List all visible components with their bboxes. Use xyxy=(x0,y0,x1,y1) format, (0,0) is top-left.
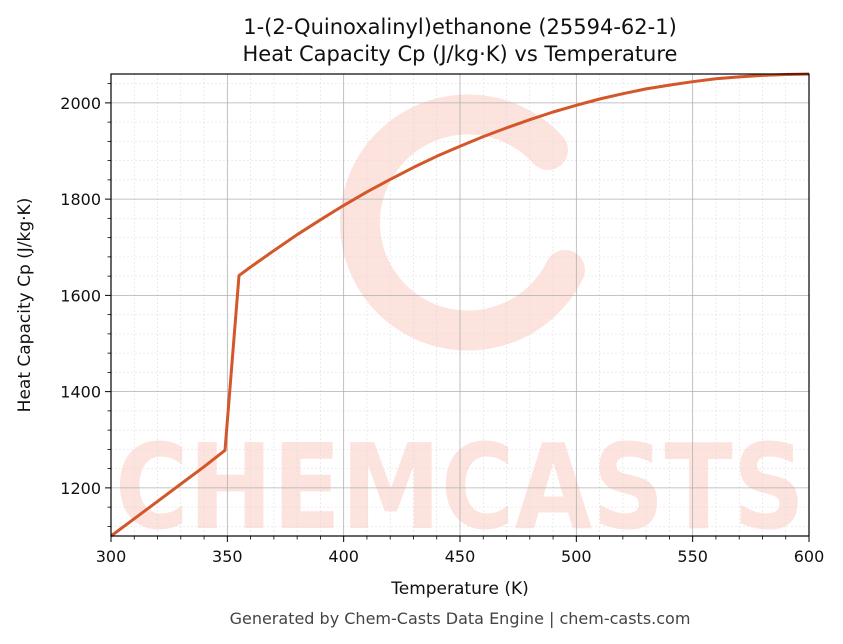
y-axis-label: Heat Capacity Cp (J/kg·K) xyxy=(15,198,35,413)
x-tick-label: 350 xyxy=(212,547,243,566)
y-tick-label: 1600 xyxy=(60,286,101,305)
y-axis-ticks: 1200 1400 1600 1800 2000 xyxy=(60,83,111,527)
y-tick-label: 2000 xyxy=(60,94,101,113)
x-axis-ticks: 300 350 400 450 500 550 600 xyxy=(96,536,825,566)
chart-title-line-2: Heat Capacity Cp (J/kg·K) vs Temperature xyxy=(243,42,678,66)
x-tick-label: 500 xyxy=(561,547,592,566)
x-tick-label: 300 xyxy=(96,547,127,566)
y-tick-label: 1200 xyxy=(60,479,101,498)
x-axis-label: Temperature (K) xyxy=(390,579,529,599)
y-tick-label: 1400 xyxy=(60,383,101,402)
y-tick-label: 1800 xyxy=(60,190,101,209)
x-tick-label: 550 xyxy=(677,547,708,566)
x-tick-label: 450 xyxy=(445,547,476,566)
chart-title-line-1: 1-(2-Quinoxalinyl)ethanone (25594-62-1) xyxy=(243,15,677,39)
footer-credit: Generated by Chem-Casts Data Engine | ch… xyxy=(230,609,691,628)
series-line-cp xyxy=(110,72,810,538)
x-tick-label: 600 xyxy=(794,547,825,566)
x-tick-label: 400 xyxy=(328,547,359,566)
